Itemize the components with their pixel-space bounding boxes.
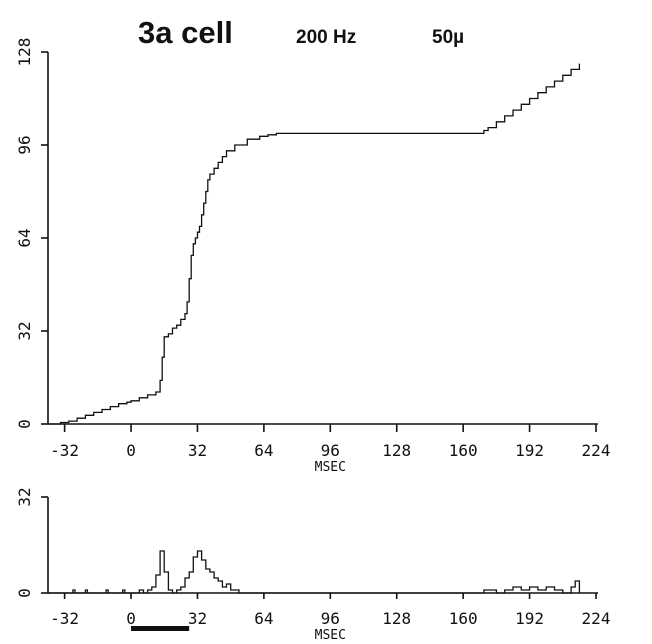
x-tick-label: 64 <box>254 441 273 460</box>
x-tick-label: 192 <box>515 609 544 628</box>
x-axis-label: MSEC <box>315 460 346 475</box>
stimulus-bar <box>131 626 190 631</box>
series-line <box>48 63 581 425</box>
y-tick-label: 0 <box>15 419 34 429</box>
x-tick-label: 160 <box>449 609 478 628</box>
y-tick-label: 0 <box>15 588 34 598</box>
x-tick-label: 96 <box>321 441 340 460</box>
y-tick-label: 64 <box>15 228 34 247</box>
title-frequency: 200 Hz <box>296 27 356 48</box>
x-tick-label: -32 <box>50 441 79 460</box>
x-tick-label: 128 <box>382 609 411 628</box>
y-tick-label: 96 <box>15 135 34 154</box>
figure-title: 3a cell 200 Hz 50µ <box>138 15 464 50</box>
histogram-plot: -32 0 32 64 96 128 160 192 224 0 32 MSEC <box>15 487 610 643</box>
title-main: 3a cell <box>138 15 233 50</box>
x-tick-label: 192 <box>515 441 544 460</box>
y-tick-label: 128 <box>15 38 34 67</box>
x-tick-label: 96 <box>321 609 340 628</box>
cumulative-plot: -32 0 32 64 96 128 160 192 224 0 32 64 96 128 MSEC <box>15 38 610 475</box>
series-line <box>48 550 581 594</box>
x-tick-label: 160 <box>449 441 478 460</box>
x-tick-label: 0 <box>126 609 136 628</box>
x-tick-label: 224 <box>582 441 611 460</box>
x-tick-label: 128 <box>382 441 411 460</box>
x-tick-label: -32 <box>50 609 79 628</box>
x-tick-label: 32 <box>188 609 207 628</box>
y-tick-label: 32 <box>15 321 34 340</box>
x-tick-label: 32 <box>188 441 207 460</box>
x-tick-label: 64 <box>254 609 273 628</box>
y-tick-label: 32 <box>15 487 34 506</box>
x-tick-label: 0 <box>126 441 136 460</box>
x-tick-label: 224 <box>582 609 611 628</box>
title-size: 50µ <box>432 27 464 48</box>
x-axis-label: MSEC <box>315 628 346 643</box>
